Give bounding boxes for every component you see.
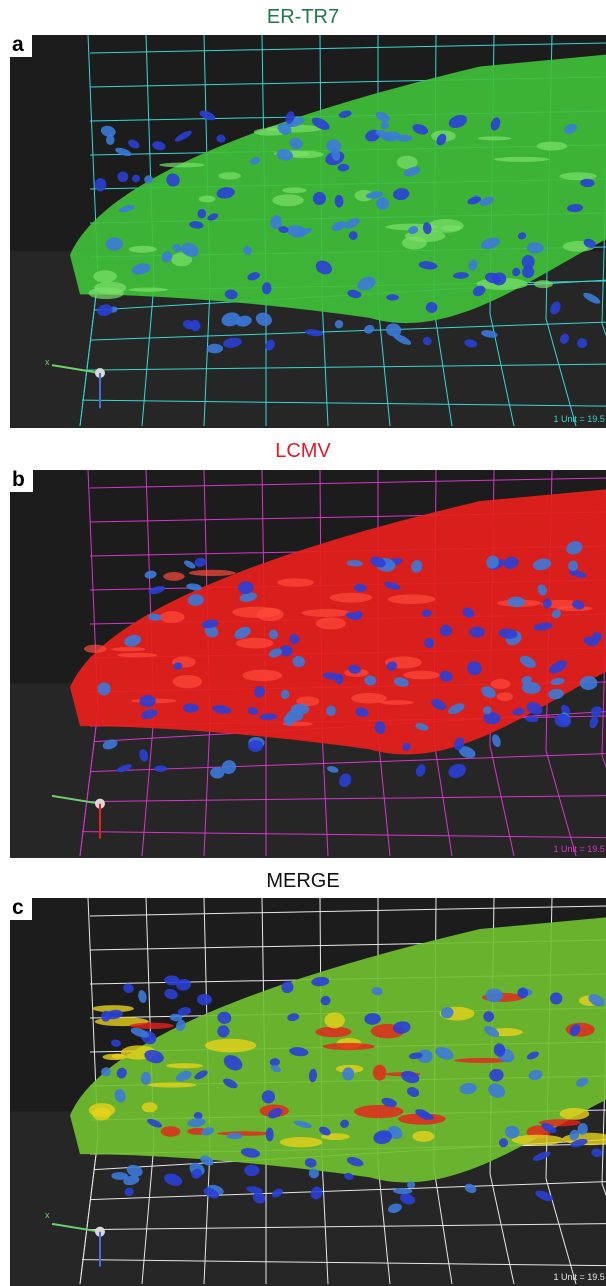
signal — [173, 675, 202, 688]
signal — [282, 187, 307, 193]
nucleus — [94, 178, 106, 192]
scale-label: 1 Unit = 19.5 µm — [554, 1272, 606, 1282]
signal — [478, 136, 512, 140]
nucleus — [127, 138, 141, 150]
nucleus — [174, 129, 194, 144]
signal — [388, 594, 436, 604]
panel-b: b 1 Unit = 19.5 µm — [10, 470, 606, 858]
signal — [494, 157, 549, 162]
signal — [218, 172, 241, 179]
axis-label: x — [45, 357, 50, 367]
scale-label: 1 Unit = 19.5 µm — [554, 844, 606, 854]
panel-letter: c — [10, 898, 32, 920]
nucleus — [137, 989, 148, 1003]
render — [10, 898, 606, 1286]
signal — [272, 194, 304, 206]
signal — [316, 617, 346, 629]
page: {"panels": [ {"title": "ER-TR7", "letter… — [0, 0, 606, 1286]
signal — [491, 679, 511, 689]
nucleus — [194, 557, 207, 568]
render — [10, 35, 606, 428]
signal — [404, 671, 440, 680]
signal — [323, 1043, 375, 1050]
signal — [330, 593, 372, 603]
axis-label: x — [45, 1210, 50, 1220]
nucleus — [117, 171, 129, 182]
nucleus — [114, 146, 132, 158]
panel-title: LCMV — [0, 440, 606, 463]
signal — [166, 1063, 203, 1068]
signal — [280, 1137, 323, 1147]
scale-label: 1 Unit = 19.5 µm — [554, 414, 606, 424]
nucleus — [144, 570, 157, 580]
signal — [351, 693, 387, 704]
signal — [148, 1082, 196, 1087]
signal — [559, 172, 596, 180]
signal — [205, 1039, 256, 1053]
grid-line — [90, 906, 606, 916]
signal — [537, 142, 568, 151]
signal — [277, 578, 314, 586]
panel-a: a x 1 Unit = 19.5 µm — [10, 35, 606, 428]
figure: ER-TR7 a x 1 Unit = 19.5 µm LCMV b 1 Uni… — [0, 0, 606, 1286]
signal — [88, 287, 123, 299]
nucleus — [198, 109, 217, 123]
panel-letter: a — [10, 35, 32, 57]
signal — [534, 280, 553, 288]
signal — [129, 246, 157, 253]
signal — [159, 163, 205, 168]
nucleus — [197, 994, 212, 1006]
signal — [189, 570, 236, 576]
panel-title: ER-TR7 — [0, 6, 606, 29]
grid-line — [90, 478, 606, 488]
nucleus — [151, 140, 166, 152]
panel-title: MERGE — [0, 870, 606, 893]
grid-line — [90, 43, 606, 53]
signal — [111, 647, 145, 651]
panel-c: c x 1 Unit = 19.5 µm — [10, 898, 606, 1286]
signal — [380, 700, 414, 705]
nucleus — [216, 134, 226, 143]
render — [10, 470, 606, 858]
signal — [373, 1065, 386, 1081]
nucleus — [132, 175, 140, 183]
nucleus — [163, 987, 179, 1000]
signal — [497, 692, 513, 701]
signal — [129, 287, 168, 291]
signal — [412, 1131, 434, 1142]
signal — [242, 670, 282, 682]
signal — [92, 1108, 111, 1121]
signal — [354, 1105, 403, 1118]
signal — [117, 653, 157, 657]
signal — [232, 607, 280, 618]
panel-letter: b — [10, 470, 33, 492]
signal — [161, 1126, 181, 1136]
signal — [142, 1102, 158, 1112]
signal — [160, 611, 185, 623]
signal — [560, 1108, 590, 1120]
nucleus — [110, 1039, 121, 1048]
signal — [93, 270, 117, 282]
signal — [199, 195, 216, 202]
signal — [163, 572, 184, 581]
signal — [84, 645, 107, 653]
nucleus — [100, 124, 117, 138]
signal — [217, 1131, 272, 1135]
signal — [324, 1012, 344, 1028]
nucleus — [183, 559, 197, 570]
nucleus — [469, 627, 485, 638]
signal — [236, 638, 274, 649]
signal — [512, 1135, 564, 1146]
nucleus — [244, 1165, 260, 1177]
signal — [302, 609, 352, 617]
